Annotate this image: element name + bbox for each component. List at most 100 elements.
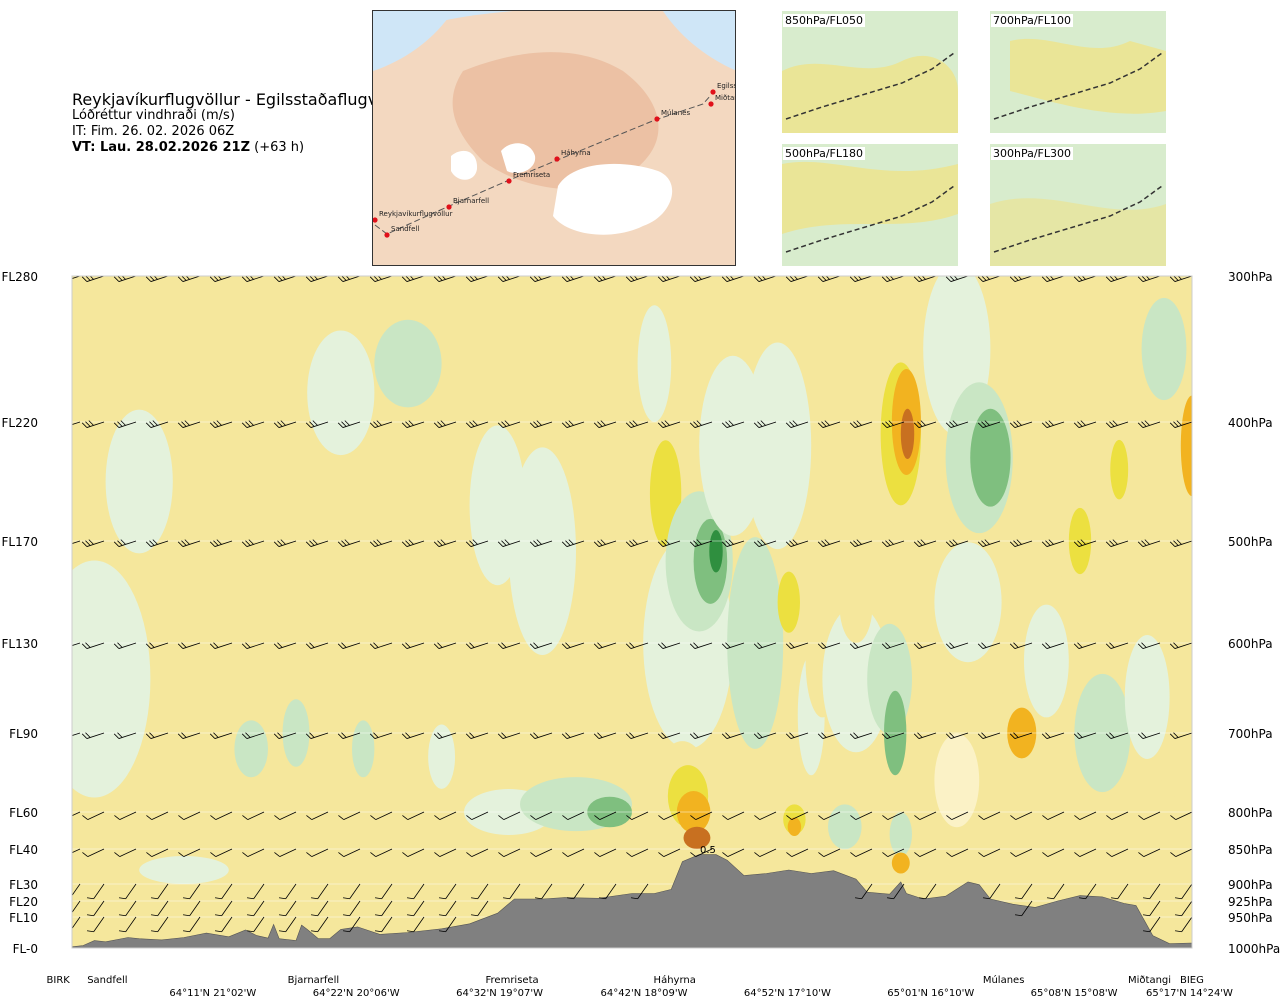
contour-region [683,826,711,850]
wind-barb [1041,276,1065,282]
contour-region [1024,604,1069,718]
wind-barb [562,848,585,857]
wind-barb [1106,811,1129,820]
flight-level-label: FL30 [9,878,38,892]
wind-barb [1169,539,1192,547]
contour-region [900,408,915,460]
wind-barb [114,811,137,820]
wind-barb [273,539,297,547]
wind-barb [182,883,201,900]
wind-barb [433,420,457,428]
wind-barb [145,539,169,547]
map-waypoint-marker [446,204,452,210]
wind-barb [754,811,777,820]
map-waypoint-label: Egilss [717,82,736,90]
wind-barb [209,732,233,739]
wind-barb [113,276,137,282]
wind-barb [81,642,105,649]
contour-region [139,856,229,884]
wind-barbs [72,276,1192,933]
wind-barb [177,420,201,428]
pressure-level-label: 950hPa [1228,911,1273,925]
wind-barb [1010,848,1033,857]
wind-barb [114,848,137,857]
wind-barb [177,642,201,649]
coordinate-label: 64°42'N 18°09'W [600,988,688,999]
inset-yellow-patch [1010,38,1166,114]
wind-barb [72,848,81,857]
wind-barb [786,811,809,820]
contour-region [744,342,812,550]
wind-barb [278,900,297,917]
wind-barb [433,539,457,547]
wind-barb [849,539,873,547]
wind-barb [369,539,393,547]
wind-barb [497,420,521,428]
wind-barb [977,539,1001,547]
wind-barb [881,732,905,739]
wind-barb [305,539,329,547]
inset-route [785,185,955,253]
wind-barb [561,642,585,649]
map-waypoint-label: Miðtangi [715,94,736,102]
wind-barb [370,811,393,820]
wind-barb [689,732,713,739]
map-waypoint-label: Fremriseta [513,171,550,179]
inset-map-300-svg [990,144,1166,266]
contour-region [787,817,802,837]
station-label: BIEG [1180,975,1204,986]
wind-barb [406,916,425,933]
wind-barb [434,848,457,857]
wind-barb [529,276,553,282]
contour-region [839,561,873,643]
wind-barb [241,420,265,428]
wind-barb [690,848,713,857]
pressure-level-label: 600hPa [1228,637,1273,651]
coordinate-label: 64°32'N 19°07'W [456,988,544,999]
wind-barb [945,642,969,649]
wind-barb [145,420,169,428]
wind-barb [1174,883,1192,900]
wind-barb [1009,539,1033,547]
wind-barb [849,276,873,282]
wind-barb [369,642,393,649]
route-line [374,94,712,235]
wind-barb [913,539,937,547]
wind-barb [562,811,585,820]
map-waypoint-label: Reykjavíkurflugvöllur [379,210,453,218]
valid-time-offset: (+63 h) [250,140,305,155]
wind-barb [178,848,201,857]
wind-barb [529,420,553,428]
inset-label-300: 300hPa/FL300 [991,147,1074,160]
valid-time: VT: Lau. 28.02.2026 21Z (+63 h) [72,140,413,156]
wind-barb [177,539,201,547]
inset-map-850-svg [782,11,958,133]
glacier-hofsjokull [501,143,536,174]
wind-barb [72,642,81,649]
map-waypoint-marker [506,178,512,184]
route-map: Reykjavíkurflugvöllur Sandfell Bjarnarfell… [372,10,736,266]
wind-barb [177,732,201,739]
wind-barb [1041,642,1065,649]
wind-barb [530,811,553,820]
wind-barb [72,421,81,428]
wind-barb [1041,732,1065,739]
wind-barb [945,539,969,547]
wind-barb [658,811,681,820]
wind-barb [369,420,393,428]
contour-region [777,571,800,633]
wind-barb [465,420,489,428]
wind-barb [370,848,393,857]
wind-barb [178,811,201,820]
contour-region [1141,297,1187,401]
wind-barb [433,642,457,649]
wind-barb [81,420,105,428]
wind-barb [310,916,329,933]
wind-barb [465,732,489,739]
wind-barb [337,642,361,649]
station-label: BIRK [46,975,70,986]
contour-region [889,812,912,857]
wind-barb [1105,276,1129,282]
wind-barb [113,642,137,649]
